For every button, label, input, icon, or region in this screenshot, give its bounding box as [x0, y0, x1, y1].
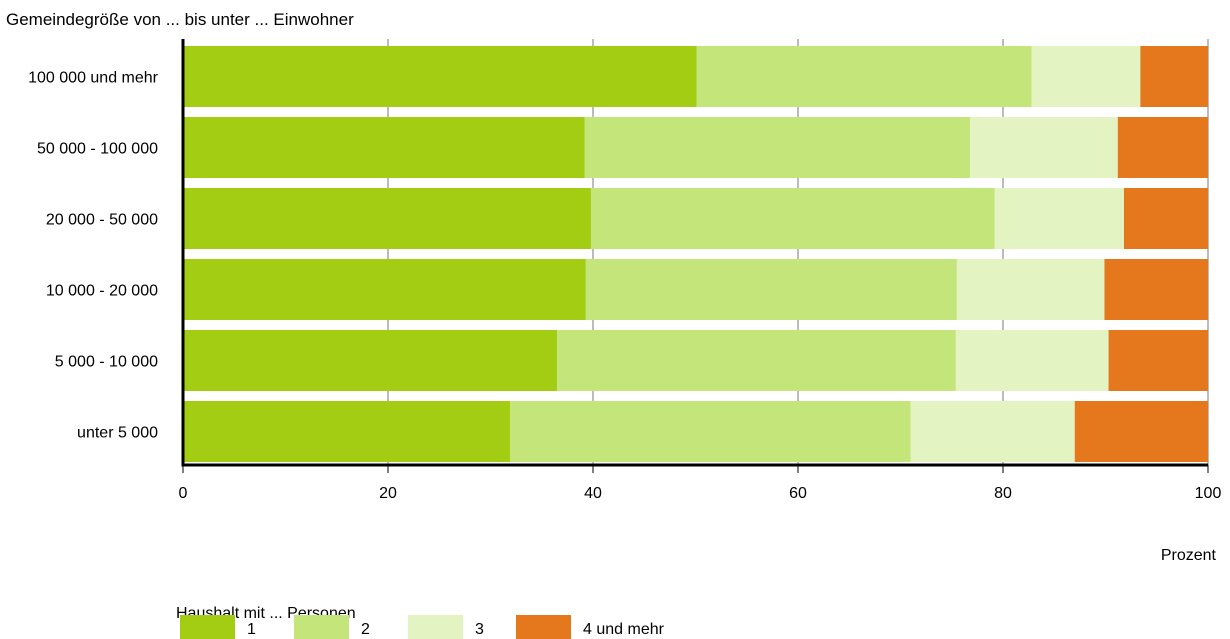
grid-lines — [387, 39, 1209, 465]
category-label: unter 5 000 — [77, 425, 158, 442]
bar-segment — [509, 401, 911, 462]
bar-segment — [910, 401, 1075, 462]
category-label: 20 000 - 50 000 — [46, 212, 158, 229]
bar-segment — [955, 330, 1109, 391]
x-tick-labels: 0 20 40 60 80 100 — [179, 485, 1222, 502]
y-axis-title: Gemeindegröße von ... bis unter ... Einw… — [6, 10, 354, 29]
bar-segment — [1117, 117, 1208, 178]
bar-segment — [1123, 188, 1208, 249]
bar-segment — [956, 259, 1105, 320]
category-label: 50 000 - 100 000 — [37, 141, 158, 158]
legend-swatch — [294, 615, 349, 639]
legend: 1 2 3 4 und mehr — [180, 615, 665, 639]
category-label: 10 000 - 20 000 — [46, 283, 158, 300]
legend-swatch — [516, 615, 571, 639]
bar-segment — [183, 188, 591, 249]
bar-segment — [1104, 259, 1208, 320]
bar-segment — [183, 330, 558, 391]
bar-segment — [994, 188, 1124, 249]
legend-label: 2 — [361, 621, 370, 638]
category-labels: 100 000 und mehr 50 000 - 100 000 20 000 -… — [28, 70, 159, 442]
axes — [181, 39, 1209, 473]
bar-segment — [183, 401, 510, 462]
bar-segment — [557, 330, 956, 391]
x-tick-label: 80 — [994, 485, 1012, 502]
bar-segment — [585, 259, 957, 320]
bar-segment — [590, 188, 995, 249]
legend-label: 1 — [247, 621, 256, 638]
bar-segment — [1031, 46, 1141, 107]
legend-swatch — [180, 615, 235, 639]
bar-segment — [584, 117, 971, 178]
x-tick-label: 20 — [379, 485, 397, 502]
legend-label: 4 und mehr — [583, 621, 665, 638]
category-label: 100 000 und mehr — [28, 70, 159, 87]
x-tick-label: 40 — [584, 485, 602, 502]
bar-segment — [970, 117, 1118, 178]
x-tick-label: 0 — [179, 485, 188, 502]
x-axis-title: Prozent — [1161, 547, 1217, 564]
bar-segment — [183, 117, 585, 178]
x-tick-label: 60 — [789, 485, 807, 502]
x-tick-label: 100 — [1195, 485, 1222, 502]
bar-segment — [696, 46, 1032, 107]
bar-segment — [1140, 46, 1208, 107]
bar-segment — [183, 259, 586, 320]
category-label: 5 000 - 10 000 — [55, 354, 158, 371]
bars — [183, 46, 1208, 462]
bar-segment — [183, 46, 697, 107]
legend-label: 3 — [475, 621, 484, 638]
legend-swatch — [408, 615, 463, 639]
bar-segment — [1074, 401, 1208, 462]
bar-segment — [1108, 330, 1208, 391]
